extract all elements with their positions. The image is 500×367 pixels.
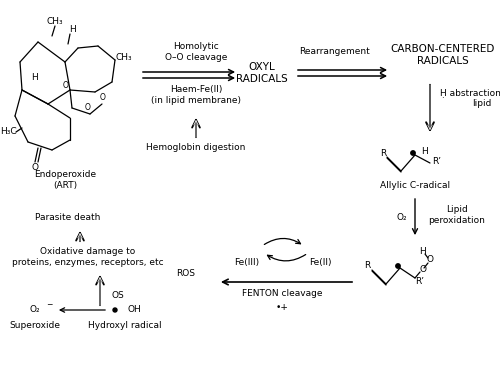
Text: CH₃: CH₃ [116, 54, 132, 62]
Circle shape [411, 151, 415, 155]
Text: O: O [426, 255, 434, 265]
Text: OH: OH [128, 305, 142, 315]
Text: R’: R’ [432, 156, 442, 166]
Text: Oxidative damage to
proteins, enzymes, receptors, etc: Oxidative damage to proteins, enzymes, r… [12, 247, 164, 267]
Text: OXYL
RADICALS: OXYL RADICALS [236, 62, 288, 84]
Text: OS: OS [112, 291, 124, 299]
Text: O: O [420, 265, 426, 275]
Text: O: O [85, 103, 91, 113]
Text: O: O [32, 163, 38, 171]
Text: CARBON-CENTERED
RADICALS: CARBON-CENTERED RADICALS [391, 44, 495, 66]
Text: Allylic C-radical: Allylic C-radical [380, 181, 450, 189]
Text: Homolytic
O–O cleavage: Homolytic O–O cleavage [165, 42, 227, 62]
Text: Hydroxyl radical: Hydroxyl radical [88, 320, 162, 330]
Text: O: O [63, 80, 69, 90]
Text: CH₃: CH₃ [46, 18, 64, 26]
Text: Fe(II): Fe(II) [309, 258, 331, 266]
Text: O₂: O₂ [396, 214, 407, 222]
Text: Rearrangement: Rearrangement [300, 47, 370, 57]
Text: R: R [364, 262, 370, 270]
Text: Endoperoxide
(ART): Endoperoxide (ART) [34, 170, 96, 190]
Text: O: O [100, 94, 106, 102]
Text: −: − [46, 301, 52, 309]
Text: FENTON cleavage: FENTON cleavage [242, 290, 322, 298]
Text: O₂: O₂ [30, 305, 40, 315]
Text: H: H [422, 146, 428, 156]
Text: Parasite death: Parasite death [36, 214, 100, 222]
Text: Ḥ abstraction from
lipid: Ḥ abstraction from lipid [440, 88, 500, 108]
Text: •+: •+ [276, 304, 288, 312]
Circle shape [113, 308, 117, 312]
Text: R’: R’ [416, 277, 424, 287]
Text: ROS: ROS [176, 269, 196, 279]
Circle shape [396, 264, 400, 268]
Text: Superoxide: Superoxide [10, 320, 60, 330]
Text: Fe(III): Fe(III) [234, 258, 260, 266]
Text: Haem-Fe(II)
(in lipid membrane): Haem-Fe(II) (in lipid membrane) [151, 85, 241, 105]
Text: H: H [418, 247, 426, 255]
Text: H₃C: H₃C [0, 127, 16, 137]
Text: H: H [68, 25, 75, 34]
Text: H: H [32, 73, 38, 83]
Text: Lipid
peroxidation: Lipid peroxidation [428, 205, 486, 225]
Text: Hemoglobin digestion: Hemoglobin digestion [146, 143, 246, 153]
Text: R: R [380, 149, 386, 157]
